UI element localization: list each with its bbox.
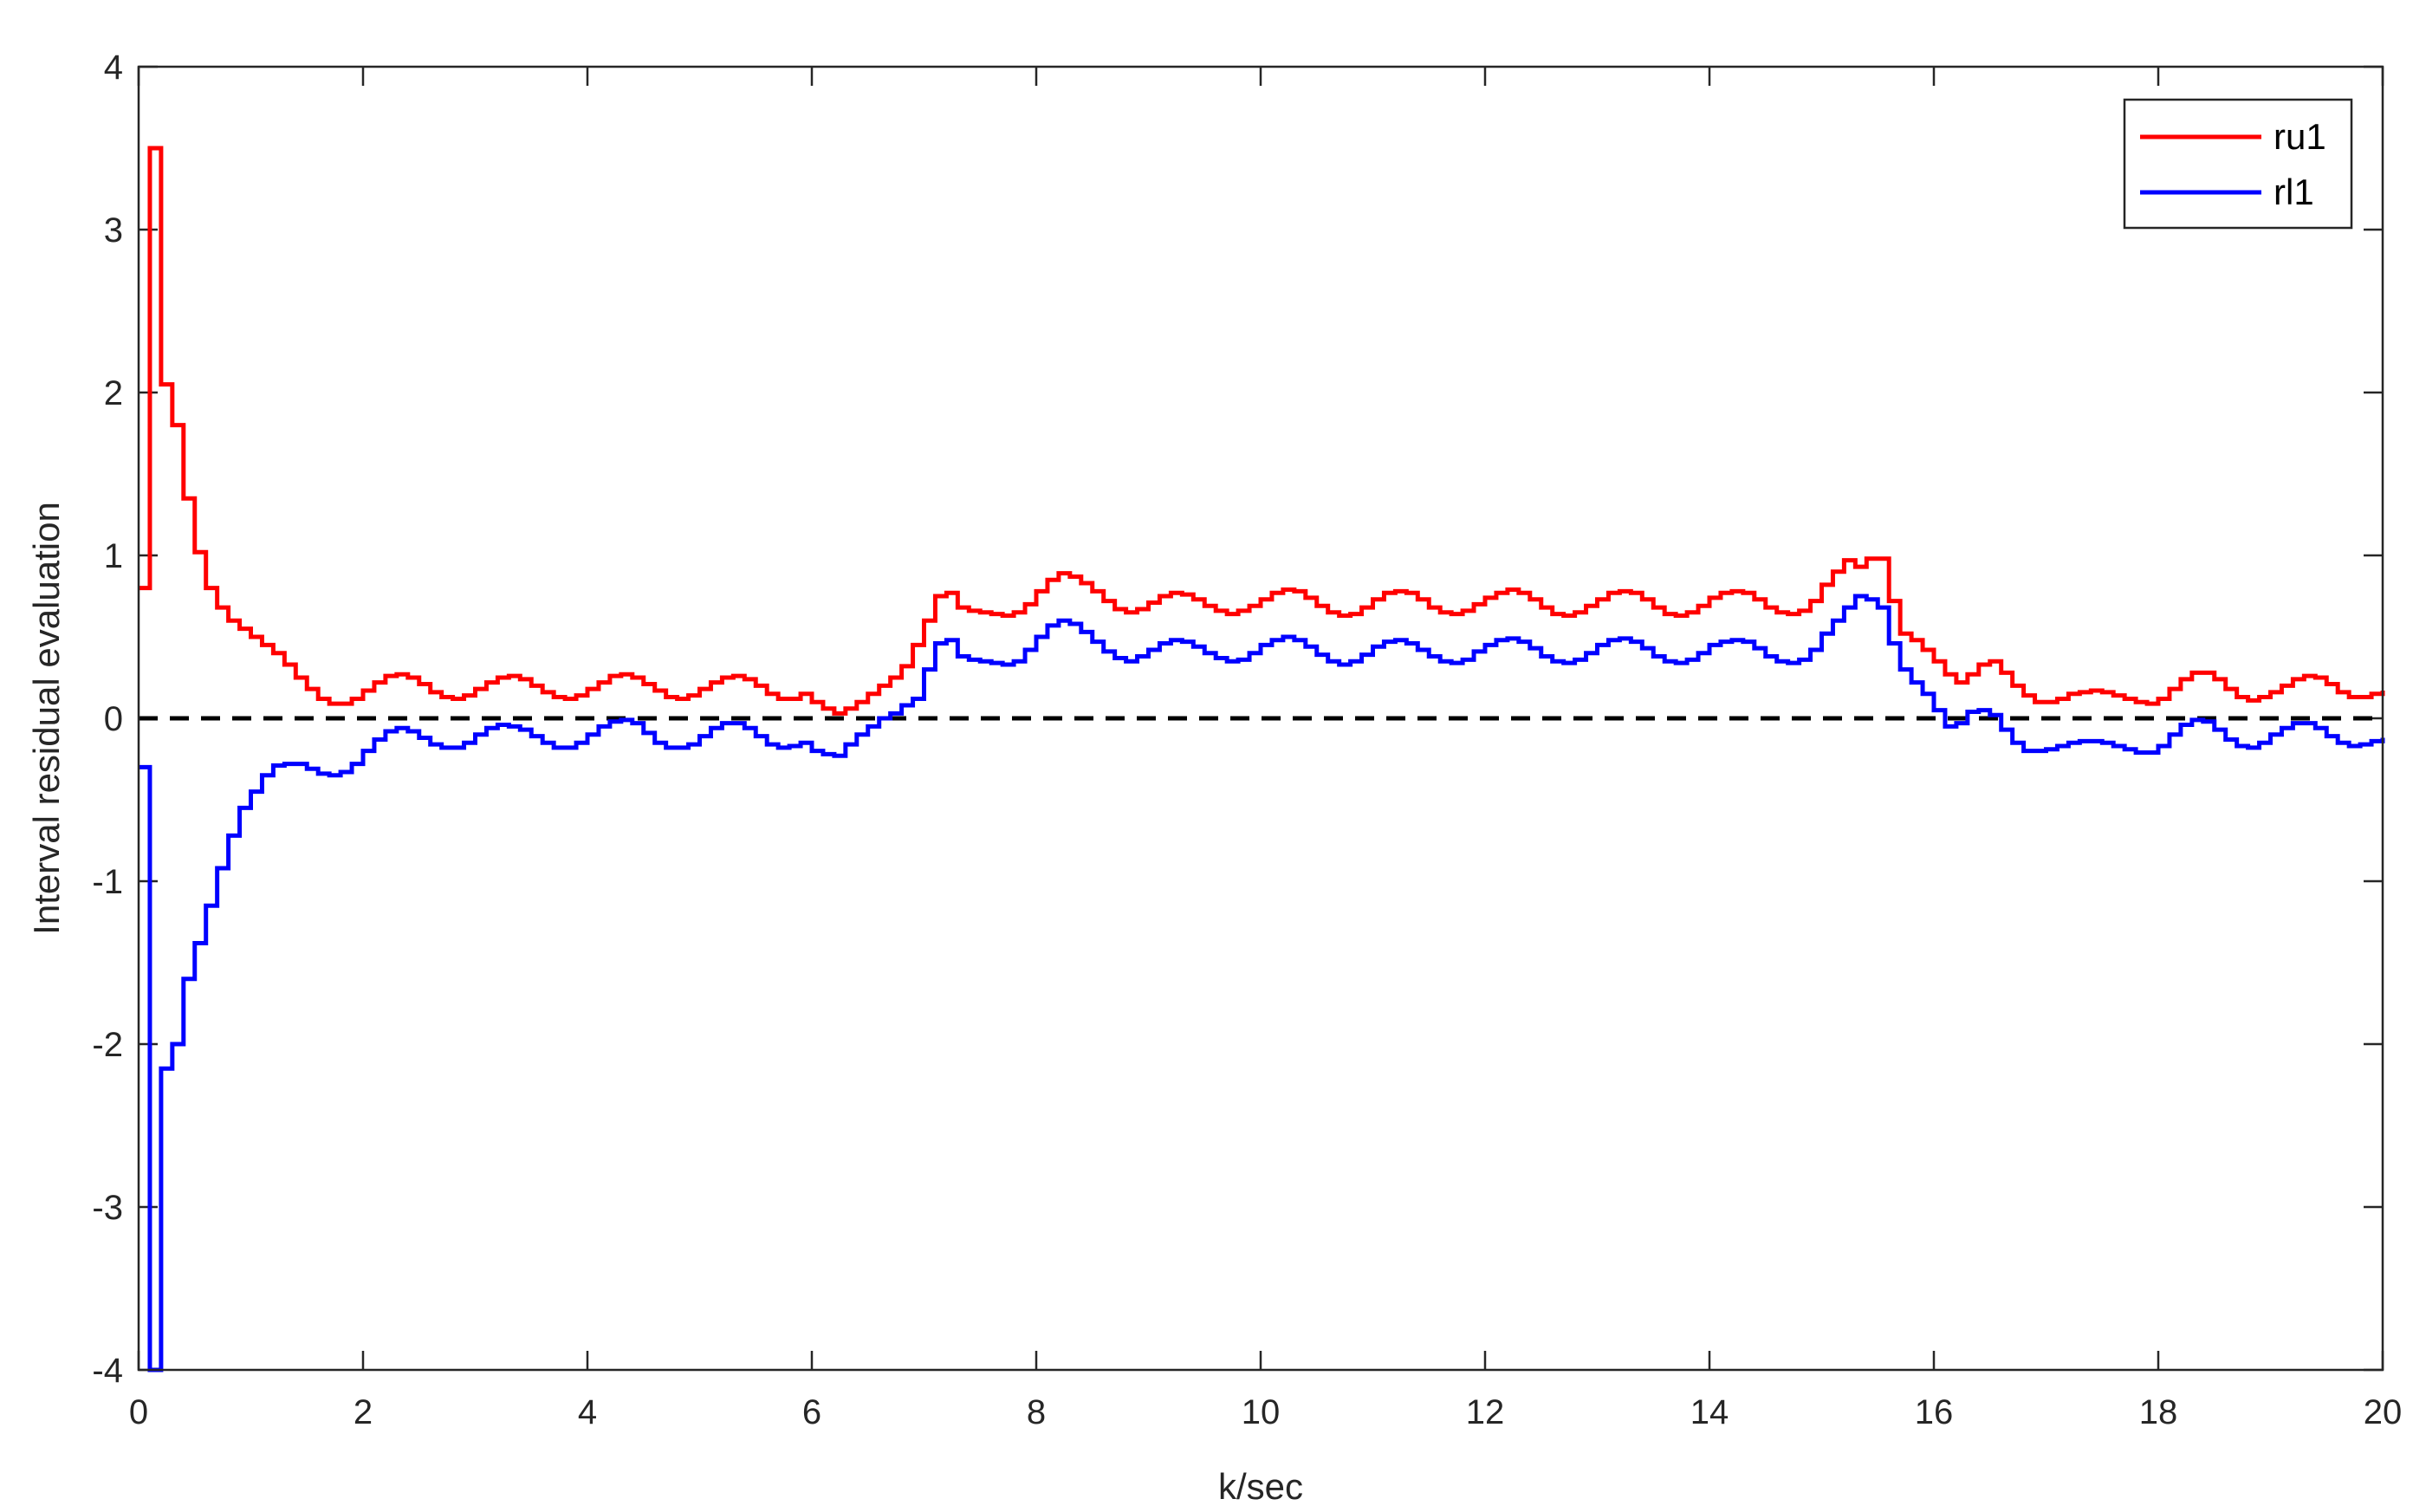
y-tick-label: 3 (104, 211, 123, 250)
legend-label-ru1: ru1 (2274, 116, 2326, 157)
x-tick-label: 10 (1242, 1393, 1281, 1431)
x-tick-label: 8 (1027, 1393, 1046, 1431)
y-tick-label: -1 (92, 863, 123, 901)
y-tick-label: 2 (104, 374, 123, 412)
y-tick-label: -3 (92, 1189, 123, 1227)
legend-box (2123, 98, 2353, 230)
series-line-rl1 (139, 594, 2385, 1372)
y-axis-title: Interval residual evaluation (26, 502, 67, 935)
series-layer (139, 146, 2385, 1372)
x-tick-label: 18 (2139, 1393, 2178, 1431)
y-tick-label: 0 (104, 700, 123, 738)
x-tick-label: 20 (2364, 1393, 2403, 1431)
axes-box (137, 65, 2384, 1372)
legend-label-rl1: rl1 (2274, 172, 2314, 212)
y-tick-label: -2 (92, 1026, 123, 1064)
x-axis-title: k/sec (1218, 1466, 1303, 1507)
x-tick-label: 12 (1466, 1393, 1505, 1431)
series-line-ru1 (139, 146, 2385, 716)
y-tick-label: -4 (92, 1352, 123, 1390)
x-tick-label: 0 (129, 1393, 148, 1431)
x-tick-label: 4 (578, 1393, 597, 1431)
x-tick-label: 14 (1690, 1393, 1729, 1431)
legend: ru1 rl1 (2123, 98, 2353, 230)
y-tick-label: 1 (104, 537, 123, 575)
x-tick-label: 6 (802, 1393, 821, 1431)
y-tick-label: 4 (104, 49, 123, 87)
x-tick-label: 2 (354, 1393, 373, 1431)
plot-area (139, 67, 2383, 1370)
x-tick-label: 16 (1915, 1393, 1954, 1431)
